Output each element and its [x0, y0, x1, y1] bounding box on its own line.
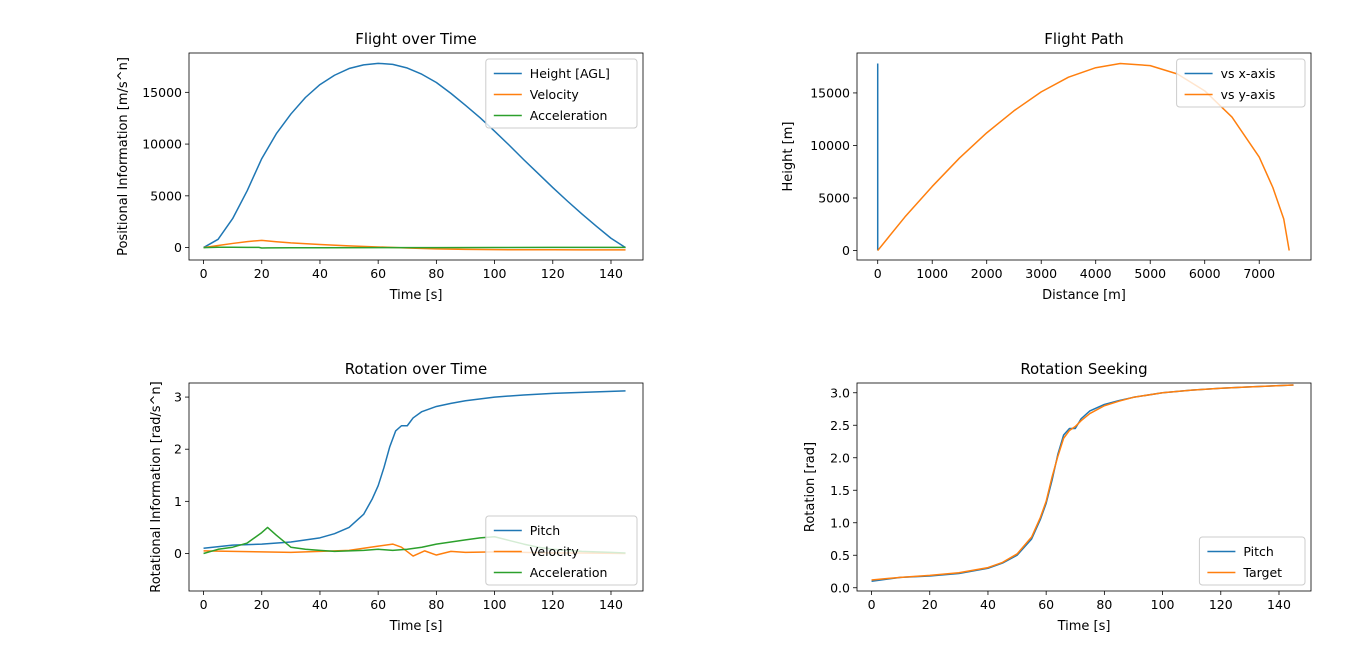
x-tick-label: 40: [980, 597, 996, 612]
x-axis-label: Time [s]: [389, 619, 443, 634]
x-tick-label: 0: [874, 266, 882, 281]
y-tick-label: 15000: [142, 85, 182, 100]
x-tick-label: 100: [483, 597, 507, 612]
y-tick-label: 0: [174, 240, 182, 255]
y-tick-label: 10000: [142, 137, 182, 152]
x-tick-label: 40: [312, 597, 328, 612]
y-tick-label: 5000: [818, 191, 850, 206]
series-line-acceleration: [203, 246, 626, 249]
legend-box: [485, 515, 638, 586]
chart-title: Flight over Time: [355, 30, 477, 48]
legend-box: [485, 58, 638, 129]
y-axis-label: Height [m]: [781, 122, 796, 192]
x-tick-label: 60: [370, 266, 386, 281]
y-axis-label: Rotational Information [rad/s^n]: [149, 381, 164, 592]
x-tick-label: 120: [541, 597, 565, 612]
x-tick-label: 140: [1267, 597, 1291, 612]
axes-frame: [188, 52, 644, 261]
y-tick-label: 3.0: [830, 385, 850, 400]
x-tick-label: 140: [599, 597, 623, 612]
chart-rotation-over-time: 0 20 40 60 80 100 120 140 0 1 2 3 Rotation over Time…: [149, 360, 644, 634]
x-tick-label: 20: [254, 266, 270, 281]
y-tick-label: 0: [174, 546, 182, 561]
y-tick-label: 2.0: [830, 450, 850, 465]
legend: Height [AGL] Velocity Acceleration: [485, 58, 638, 129]
chart-title: Rotation Seeking: [1020, 360, 1147, 378]
x-tick-label: 2000: [971, 266, 1003, 281]
x-axis-label: Distance [m]: [1042, 288, 1126, 303]
legend-label: vs x-axis: [1221, 66, 1276, 81]
legend-label: Target: [1242, 565, 1282, 580]
y-tick-label: 0: [842, 243, 850, 258]
legend-label: Pitch: [530, 523, 560, 538]
y-tick-label: 5000: [150, 188, 182, 203]
y-tick-label: 2.5: [830, 418, 850, 433]
y-tick-label: 1.0: [830, 515, 850, 530]
x-tick-label: 3000: [1025, 266, 1057, 281]
plot-area: [871, 384, 1294, 582]
plot-area: [203, 62, 626, 251]
x-tick-label: 0: [200, 597, 208, 612]
chart-title: Flight Path: [1044, 30, 1124, 48]
y-tick-label: 2: [174, 442, 182, 457]
x-tick-label: 100: [1151, 597, 1175, 612]
x-tick-label: 4000: [1080, 266, 1112, 281]
axes-frame: [856, 52, 1312, 261]
x-tick-label: 40: [312, 266, 328, 281]
chart-rotation-seeking: 0 20 40 60 80 100 120 140 0.0 0.5 1.0 1.5 2.0 2.5 3.0 R…: [803, 360, 1312, 634]
x-tick-label: 120: [541, 266, 565, 281]
x-tick-label: 60: [370, 597, 386, 612]
x-tick-label: 140: [599, 266, 623, 281]
legend-label: Velocity: [530, 87, 580, 102]
x-tick-label: 5000: [1134, 266, 1166, 281]
y-tick-label: 0.0: [830, 580, 850, 595]
legend: Pitch Target: [1198, 536, 1306, 586]
legend-label: Height [AGL]: [530, 66, 610, 81]
legend-label: Acceleration: [530, 108, 608, 123]
x-tick-label: 80: [428, 597, 444, 612]
axes-frame: [856, 382, 1312, 592]
legend: vs x-axis vs y-axis: [1176, 58, 1306, 108]
x-tick-label: 7000: [1243, 266, 1275, 281]
series-line-height-agl-: [203, 62, 626, 249]
legend-label: Pitch: [1243, 544, 1273, 559]
x-tick-label: 80: [428, 266, 444, 281]
x-tick-label: 80: [1096, 597, 1112, 612]
x-tick-label: 20: [922, 597, 938, 612]
x-tick-label: 120: [1209, 597, 1233, 612]
chart-flight-path: 0 1000 2000 3000 4000 5000 6000 7000 0 5000 10000 1…: [781, 30, 1312, 303]
legend-label: vs y-axis: [1221, 87, 1276, 102]
x-axis-label: Time [s]: [389, 288, 443, 303]
chart-title: Rotation over Time: [345, 360, 487, 378]
y-tick-label: 15000: [810, 85, 850, 100]
x-tick-label: 20: [254, 597, 270, 612]
y-tick-label: 10000: [810, 138, 850, 153]
series-line-vs-y-axis: [877, 62, 1290, 252]
legend-label: Acceleration: [530, 565, 608, 580]
y-axis-label: Rotation [rad]: [803, 442, 818, 532]
x-tick-label: 0: [868, 597, 876, 612]
x-axis-label: Time [s]: [1057, 619, 1111, 634]
x-tick-label: 60: [1038, 597, 1054, 612]
x-tick-label: 100: [483, 266, 507, 281]
plot-area: [876, 62, 1290, 252]
y-tick-label: 1.5: [830, 483, 850, 498]
legend-label: Velocity: [530, 544, 580, 559]
series-line-target: [871, 384, 1294, 581]
y-tick-label: 3: [174, 390, 182, 405]
x-tick-label: 0: [200, 266, 208, 281]
legend: Pitch Velocity Acceleration: [485, 515, 638, 586]
y-axis-label: Positional Information [m/s^n]: [116, 57, 131, 256]
chart-flight-over-time: 0 20 40 60 80 100 120 140 0 5000 10000 15000 Flight …: [116, 30, 644, 303]
y-tick-label: 1: [174, 494, 182, 509]
x-tick-label: 6000: [1189, 266, 1221, 281]
x-tick-label: 1000: [916, 266, 948, 281]
series-line-pitch: [203, 390, 626, 549]
y-tick-label: 0.5: [830, 548, 850, 563]
axes-frame: [188, 382, 644, 592]
